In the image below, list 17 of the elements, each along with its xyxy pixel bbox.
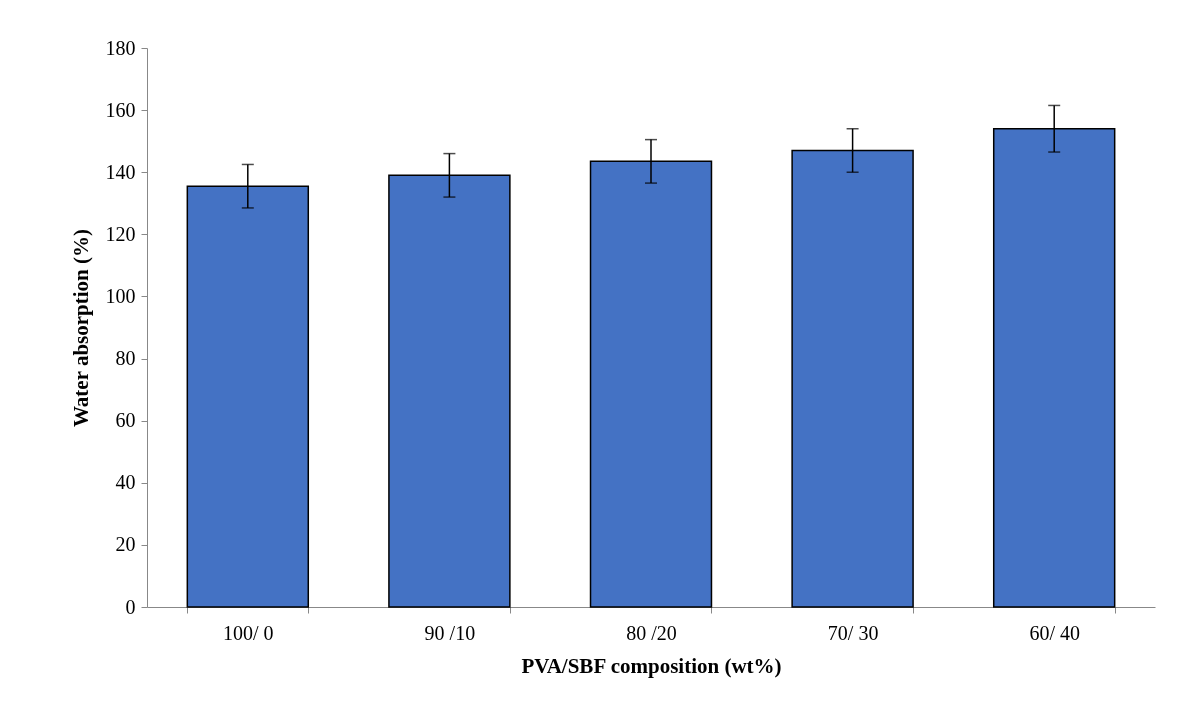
x-axis-title: PVA/SBF composition (wt%) (521, 653, 782, 678)
y-tick-label: 60 (115, 409, 136, 432)
x-tick-label: 100/ 0 (223, 621, 274, 644)
x-tick-label: 70/ 30 (827, 621, 879, 644)
y-tick-label: 20 (115, 533, 136, 556)
x-tick-label: 60/ 40 (1029, 621, 1080, 644)
y-axis-title: Water absorption (%) (68, 229, 93, 427)
x-tick-label: 80 /20 (626, 621, 677, 644)
y-tick-label: 140 (105, 160, 136, 183)
x-tick-label: 90 /10 (424, 621, 476, 644)
y-tick-label: 180 (105, 36, 136, 59)
y-tick-label: 120 (105, 222, 136, 245)
y-tick-label: 100 (105, 284, 136, 307)
y-tick-label: 80 (115, 347, 136, 370)
y-tick-label: 40 (115, 471, 136, 494)
y-tick-label: 0 (125, 595, 136, 618)
y-tick-label: 160 (105, 98, 136, 121)
